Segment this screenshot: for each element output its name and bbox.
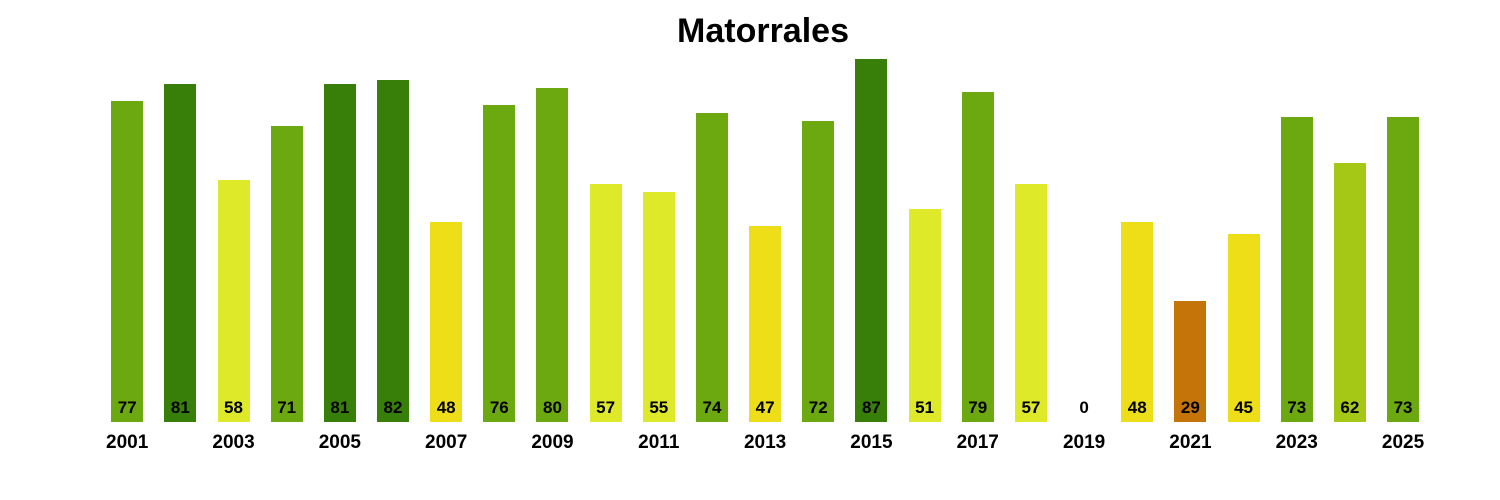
value-label-2004: 71	[277, 398, 297, 417]
value-label-2014: 72	[808, 398, 828, 417]
value-label-2024: 62	[1340, 398, 1360, 417]
bar-2023	[1280, 117, 1313, 422]
bar-2002	[164, 83, 197, 422]
x-tick-label-2019: 2019	[1062, 432, 1106, 453]
value-label-2025: 73	[1393, 398, 1413, 417]
value-label-2023: 73	[1287, 398, 1307, 417]
value-label-2015: 87	[861, 398, 881, 417]
value-label-2016: 51	[915, 398, 935, 417]
bar-2025	[1387, 117, 1420, 422]
bar-2020	[1121, 221, 1154, 422]
bar-2018	[1014, 184, 1047, 422]
bar-2021	[1174, 300, 1207, 422]
bar-2008	[483, 104, 516, 422]
bar-2014	[802, 121, 835, 422]
value-label-2009: 80	[543, 398, 562, 417]
x-tick-label-2009: 2009	[531, 432, 574, 453]
bar-2024	[1333, 163, 1366, 422]
value-label-2019: 0	[1079, 398, 1089, 417]
bar-2004	[270, 125, 303, 422]
value-label-2003: 58	[224, 398, 243, 417]
x-tick-label-2015: 2015	[850, 432, 893, 453]
value-label-2010: 57	[596, 398, 616, 417]
bar-2007	[430, 221, 463, 422]
x-tick-label-2017: 2017	[956, 432, 999, 453]
bar-2006	[377, 79, 409, 422]
bar-2013	[749, 225, 782, 422]
value-label-2018: 57	[1021, 398, 1041, 417]
value-label-2002: 81	[170, 398, 190, 417]
x-tick-label-2011: 2011	[638, 432, 680, 453]
value-label-2012: 74	[702, 398, 722, 417]
value-label-2022: 45	[1234, 398, 1253, 417]
x-tick-label-2007: 2007	[425, 432, 468, 453]
x-tick-label-2005: 2005	[318, 432, 361, 453]
value-label-2007: 48	[436, 398, 456, 417]
bar-2009	[536, 88, 569, 422]
x-tick-label-2023: 2023	[1275, 432, 1318, 453]
bar-2003	[217, 179, 250, 422]
x-tick-label-2001: 2001	[106, 432, 149, 453]
bar-2017	[961, 92, 994, 422]
value-label-2021: 29	[1180, 398, 1200, 417]
value-label-2006: 82	[383, 398, 403, 417]
bar-2015	[855, 58, 888, 422]
value-label-2001: 77	[117, 398, 137, 417]
bar-2001	[111, 100, 144, 422]
x-tick-label-2013: 2013	[743, 432, 787, 453]
x-tick-label-2021: 2021	[1169, 432, 1212, 453]
bar-2010	[589, 184, 622, 422]
value-label-2005: 81	[330, 398, 350, 417]
bar-2011	[642, 192, 675, 422]
value-label-2020: 48	[1127, 398, 1147, 417]
bar-2022	[1227, 234, 1260, 422]
bar-2016	[908, 209, 941, 422]
x-tick-label-2025: 2025	[1381, 432, 1425, 453]
chart-title: Matorrales	[677, 12, 849, 50]
value-label-2011: 55	[649, 398, 669, 417]
value-label-2008: 76	[489, 398, 509, 417]
bar-2005	[323, 83, 356, 422]
bar-2012	[695, 113, 728, 422]
value-label-2013: 47	[755, 398, 775, 417]
value-label-2017: 79	[968, 398, 988, 417]
x-tick-label-2003: 2003	[212, 432, 255, 453]
